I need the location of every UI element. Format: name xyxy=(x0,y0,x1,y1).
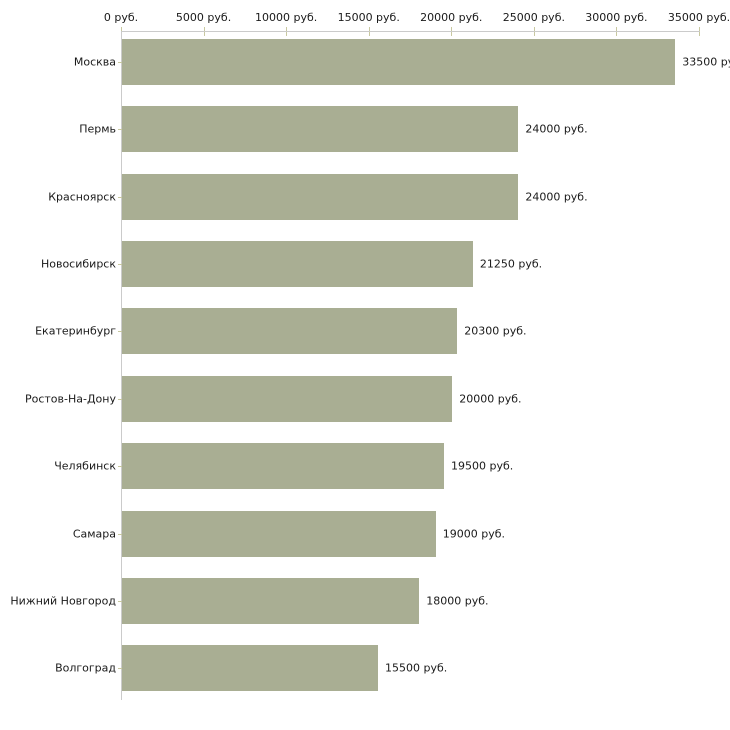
category-label: Москва xyxy=(73,55,116,69)
value-label: 19500 руб. xyxy=(451,459,514,473)
category-label: Новосибирск xyxy=(40,257,116,271)
x-tick-label: 25000 руб. xyxy=(502,11,565,24)
bar xyxy=(122,308,458,355)
bar xyxy=(122,443,445,490)
bar-row: Пермь 24000 руб. xyxy=(79,95,700,162)
category-label: Челябинск xyxy=(54,459,116,473)
bar-row: Москва 33500 руб. xyxy=(74,28,730,95)
y-tick-mark xyxy=(118,331,122,333)
value-label: 24000 руб. xyxy=(525,122,588,136)
y-axis-line xyxy=(121,31,122,700)
y-tick-mark xyxy=(118,668,122,670)
x-tick-label: 10000 руб. xyxy=(255,11,318,24)
category-label: Красноярск xyxy=(48,190,116,204)
bar-row: Красноярск 24000 руб. xyxy=(48,163,700,230)
value-label: 19000 руб. xyxy=(442,527,506,541)
value-label: 15500 руб. xyxy=(384,661,448,675)
value-label: 24000 руб. xyxy=(525,190,588,204)
bar-row: Нижний Новгород 18000 руб. xyxy=(10,567,700,634)
bar xyxy=(122,106,519,153)
y-tick-mark xyxy=(118,129,122,131)
bar-row: Челябинск 19500 руб. xyxy=(54,432,700,499)
y-tick-mark xyxy=(118,61,122,63)
y-tick-mark xyxy=(118,466,122,468)
bar xyxy=(122,38,676,85)
value-label: 20300 руб. xyxy=(464,324,527,338)
bar xyxy=(122,645,378,692)
category-label: Ростов-На-Дону xyxy=(24,392,116,406)
bar-row: Новосибирск 21250 руб. xyxy=(41,230,700,297)
y-tick-mark xyxy=(118,196,122,198)
bar xyxy=(122,510,436,557)
category-label: Екатеринбург xyxy=(35,324,116,338)
bar xyxy=(122,240,473,287)
x-tick-label: 15000 руб. xyxy=(337,11,400,24)
category-label: Пермь xyxy=(79,122,116,136)
bar xyxy=(122,173,519,220)
value-label: 20000 руб. xyxy=(459,392,522,406)
value-label: 33500 руб. xyxy=(682,55,730,69)
value-label: 18000 руб. xyxy=(426,594,489,608)
category-label: Нижний Новгород xyxy=(10,594,116,608)
category-label: Самара xyxy=(72,527,116,541)
bar-row: Самара 19000 руб. xyxy=(73,500,700,567)
y-tick-mark xyxy=(118,398,122,400)
bar-row: Ростов-На-Дону 20000 руб. xyxy=(25,365,700,432)
value-label: 21250 руб. xyxy=(479,257,543,271)
bar xyxy=(122,375,453,422)
bar xyxy=(122,577,420,624)
x-tick-label: 35000 руб. xyxy=(667,11,730,24)
bar-row: Екатеринбург 20300 руб. xyxy=(35,298,700,365)
y-tick-mark xyxy=(118,600,122,602)
category-label: Волгоград xyxy=(55,661,116,675)
y-tick-mark xyxy=(118,263,122,265)
x-tick-label: 5000 руб. xyxy=(175,11,232,24)
y-tick-mark xyxy=(118,533,122,535)
x-tick-label: 30000 руб. xyxy=(585,11,648,24)
x-tick-label: 20000 руб. xyxy=(420,11,483,24)
x-tick-label: 0 руб. xyxy=(103,11,139,24)
bar-row: Волгоград 15500 руб. xyxy=(55,635,700,702)
x-axis-line xyxy=(121,31,700,32)
